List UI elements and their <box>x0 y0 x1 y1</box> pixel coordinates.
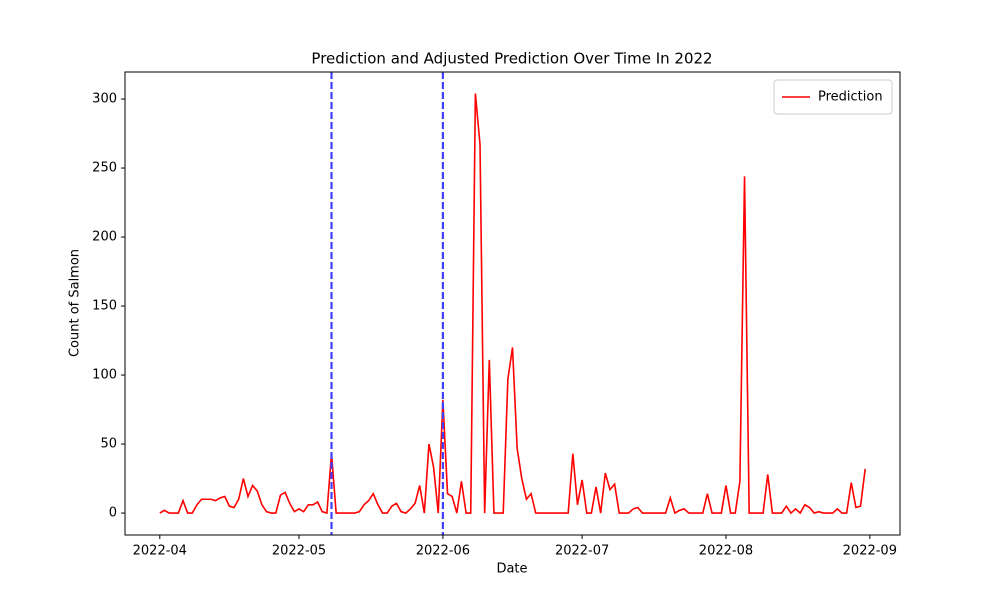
y-tick-label: 250 <box>92 161 117 176</box>
y-tick-label: 100 <box>92 368 117 383</box>
y-tick-label: 150 <box>92 299 117 314</box>
y-tick-label: 300 <box>92 92 117 107</box>
legend-label: Prediction <box>818 90 883 105</box>
legend-box <box>773 79 893 115</box>
x-tick-label: 2022-07 <box>555 544 609 559</box>
y-tick-label: 50 <box>100 437 117 452</box>
y-axis-label: Count of Salmon <box>68 249 83 357</box>
chart-title: Prediction and Adjusted Prediction Over … <box>311 50 712 68</box>
x-tick-label: 2022-08 <box>699 544 753 559</box>
plot-frame <box>124 71 901 536</box>
x-tick-label: 2022-04 <box>133 544 187 559</box>
x-tick-label: 2022-06 <box>416 544 470 559</box>
y-tick-label: 0 <box>109 506 117 521</box>
x-axis-label: Date <box>496 562 527 577</box>
x-tick-label: 2022-05 <box>272 544 326 559</box>
y-tick-label: 200 <box>92 230 117 245</box>
series-line <box>159 93 866 515</box>
x-tick-label: 2022-09 <box>843 544 897 559</box>
